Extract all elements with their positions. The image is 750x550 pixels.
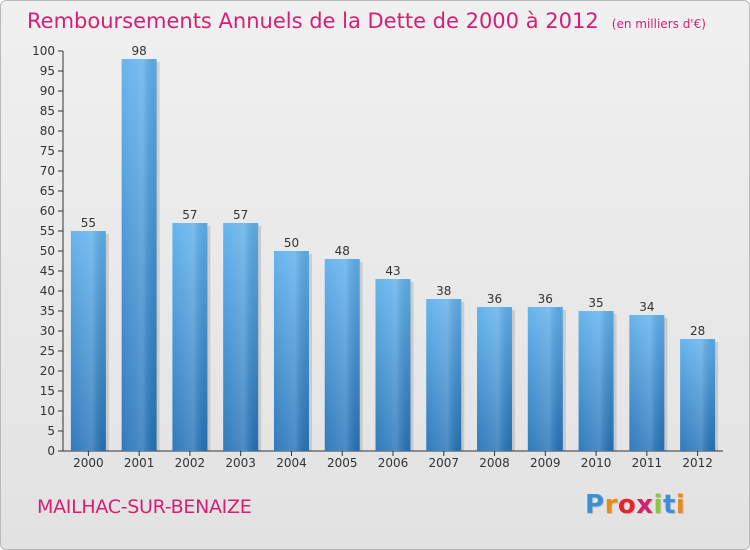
bar-shine <box>70 231 106 451</box>
bar-shine <box>375 279 411 451</box>
data-label: 48 <box>335 244 350 258</box>
y-tick-label: 95 <box>40 64 55 78</box>
x-tick-label: 2003 <box>225 456 256 470</box>
x-tick-label: 2002 <box>175 456 206 470</box>
data-label: 28 <box>690 324 705 338</box>
chart-unit-note: (en milliers d'€) <box>611 17 706 31</box>
logo-letter: t <box>662 490 676 520</box>
x-tick-label: 2012 <box>682 456 713 470</box>
y-tick-label: 70 <box>40 164 55 178</box>
y-tick-label: 25 <box>40 344 55 358</box>
data-label: 43 <box>385 264 400 278</box>
y-tick-label: 35 <box>40 304 55 318</box>
chart-title: Remboursements Annuels de la Dette de 20… <box>27 9 599 33</box>
data-label: 34 <box>639 300 654 314</box>
data-label: 38 <box>436 284 451 298</box>
logo-letter: r <box>604 490 618 520</box>
data-label: 36 <box>538 292 553 306</box>
bar-shine <box>172 223 208 451</box>
x-tick-label: 2008 <box>479 456 510 470</box>
x-tick-label: 2010 <box>581 456 612 470</box>
logo-letter: i <box>653 490 663 520</box>
data-label: 35 <box>588 296 603 310</box>
data-label: 98 <box>132 44 147 58</box>
y-tick-label: 20 <box>40 364 55 378</box>
data-label: 55 <box>81 216 96 230</box>
x-tick-label: 2007 <box>428 456 459 470</box>
x-tick-label: 2006 <box>378 456 409 470</box>
data-label: 57 <box>182 208 197 222</box>
y-tick-label: 10 <box>40 404 55 418</box>
bar-shine <box>578 311 614 451</box>
bar-shine <box>477 307 513 451</box>
y-tick-label: 55 <box>40 224 55 238</box>
bars <box>70 59 719 451</box>
y-tick-label: 30 <box>40 324 55 338</box>
data-label: 57 <box>233 208 248 222</box>
x-tick-label: 2011 <box>632 456 663 470</box>
bar-shine <box>223 223 259 451</box>
logo-letter: o <box>617 490 637 520</box>
bar-shine <box>121 59 157 451</box>
y-tick-label: 0 <box>47 444 55 458</box>
y-tick-label: 15 <box>40 384 55 398</box>
y-tick-label: 60 <box>40 204 55 218</box>
y-tick-label: 50 <box>40 244 55 258</box>
y-tick-label: 5 <box>47 424 55 438</box>
x-tick-label: 2000 <box>73 456 104 470</box>
y-tick-label: 45 <box>40 264 55 278</box>
data-label: 36 <box>487 292 502 306</box>
bar-shine <box>527 307 563 451</box>
x-tick-label: 2005 <box>327 456 358 470</box>
y-tick-label: 80 <box>40 124 55 138</box>
y-tick-label: 85 <box>40 104 55 118</box>
x-tick-label: 2009 <box>530 456 561 470</box>
proxiti-logo: Proxiti <box>585 490 685 520</box>
bar-shine <box>324 259 360 451</box>
commune-name: MAILHAC-SUR-BENAIZE <box>37 496 252 518</box>
y-tick-label: 90 <box>40 84 55 98</box>
bar-shine <box>629 315 665 451</box>
title-row: Remboursements Annuels de la Dette de 20… <box>27 9 706 33</box>
data-label: 50 <box>284 236 299 250</box>
logo-letter: i <box>675 490 686 520</box>
data-labels: 55 98 57 57 50 48 43 38 36 36 35 34 28 <box>81 44 706 338</box>
x-tick-label: 2004 <box>276 456 307 470</box>
x-tick-label: 2001 <box>124 456 155 470</box>
logo-letter: x <box>636 490 654 520</box>
logo-letter: P <box>585 490 605 520</box>
bar-shine <box>426 299 462 451</box>
y-tick-label: 40 <box>40 284 55 298</box>
y-tick-label: 100 <box>32 44 55 58</box>
y-tick-label: 65 <box>40 184 55 198</box>
axes: 0 5 10 15 20 25 30 35 40 45 50 55 60 65 70 75 80 85 90 95 10… <box>32 44 723 470</box>
bar-shine <box>273 251 309 451</box>
y-tick-label: 75 <box>40 144 55 158</box>
bar-shine <box>680 339 716 451</box>
